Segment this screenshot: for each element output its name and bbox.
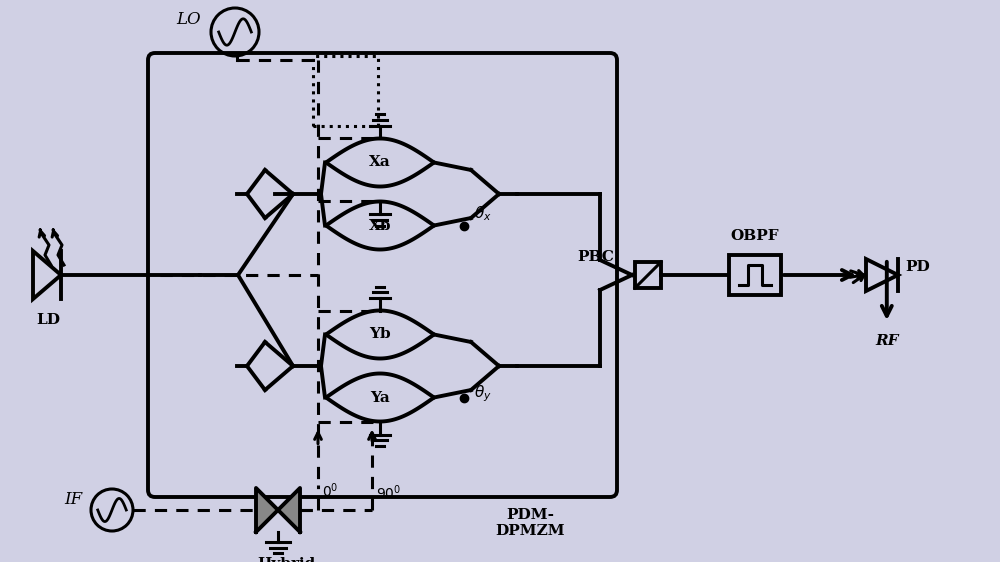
Bar (313, 56, 378, 125)
Text: LD: LD (36, 313, 60, 327)
Bar (729, 255, 781, 295)
Text: $0^0$: $0^0$ (322, 482, 338, 500)
Text: $\theta_y$: $\theta_y$ (474, 384, 492, 404)
Text: $\theta_x$: $\theta_x$ (474, 205, 492, 223)
Text: $90^0$: $90^0$ (376, 483, 401, 502)
Text: IF: IF (64, 492, 82, 509)
Text: LO: LO (176, 11, 201, 29)
Text: PD: PD (905, 260, 930, 274)
Text: OBPF: OBPF (731, 229, 779, 243)
Text: Ya: Ya (370, 391, 390, 405)
Text: Hybrid: Hybrid (257, 557, 315, 562)
Text: PDM-
DPMZM: PDM- DPMZM (495, 508, 565, 538)
Text: Xa: Xa (369, 156, 391, 170)
Text: Yb: Yb (369, 328, 391, 342)
Bar (635, 262, 661, 288)
Text: PBC: PBC (578, 250, 614, 264)
Polygon shape (256, 488, 278, 532)
Polygon shape (278, 488, 300, 532)
Text: Xb: Xb (369, 219, 391, 233)
Text: RF: RF (875, 334, 899, 348)
